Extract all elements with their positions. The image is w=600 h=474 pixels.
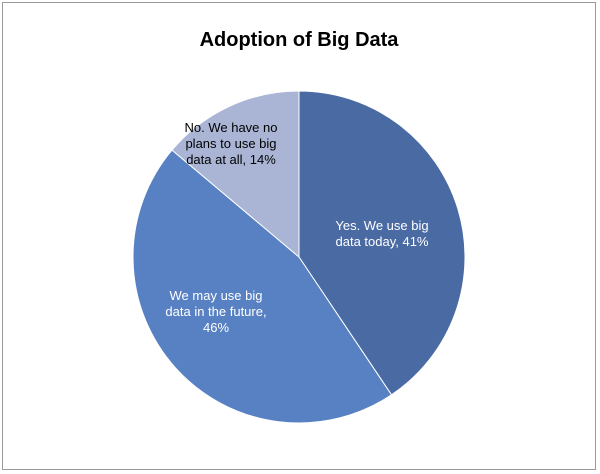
- pie-slice-1: [132, 149, 393, 424]
- slice-label-line: plans to use big: [185, 136, 276, 151]
- pie-slices: [132, 90, 466, 424]
- slice-label-2: No. We have no plans to use big data at al…: [185, 120, 278, 167]
- pie-labels: Yes. We use big data today, 41% We may use…: [165, 120, 429, 335]
- slice-label-line: data today, 41%: [336, 234, 429, 249]
- pie-slice-0: [298, 90, 466, 396]
- chart-title: Adoption of Big Data: [200, 29, 400, 51]
- slice-label-line: No. We have no: [185, 120, 278, 135]
- slice-label-1: We may use big data in the future, 46%: [165, 288, 266, 335]
- slice-label-0: Yes. We use big data today, 41%: [335, 218, 429, 249]
- slice-label-line: data at all, 14%: [186, 152, 276, 167]
- slice-label-line: We may use big: [170, 288, 263, 303]
- slice-label-line: Yes. We use big: [335, 218, 428, 233]
- pie-slice-2: [171, 90, 300, 259]
- slice-label-line: 46%: [203, 320, 229, 335]
- slice-label-line: data in the future,: [165, 304, 266, 319]
